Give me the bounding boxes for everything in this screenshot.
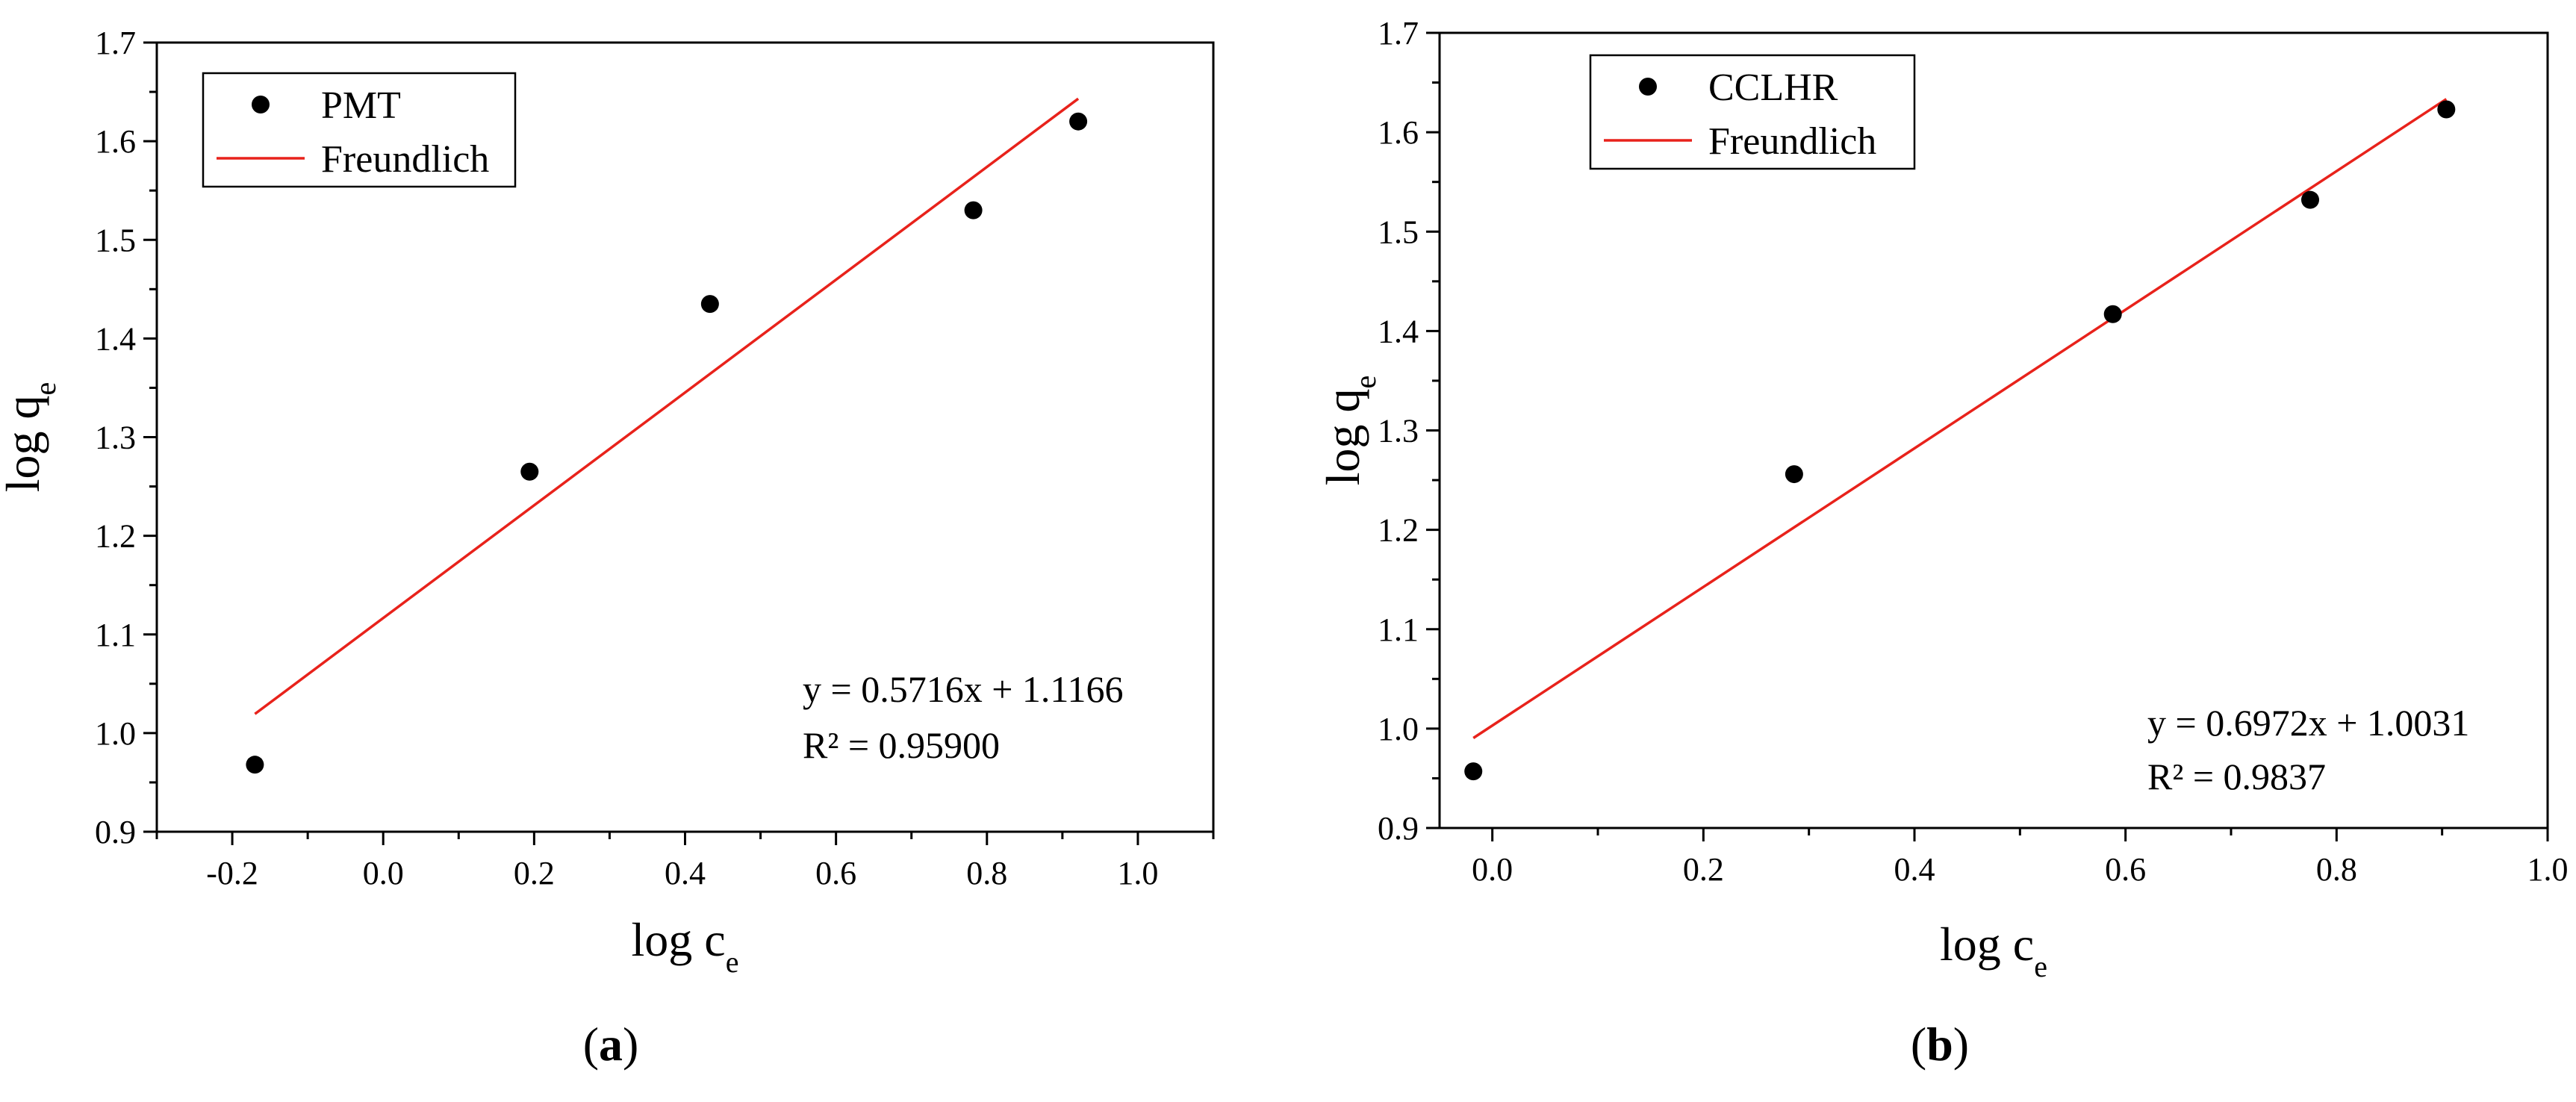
legend-marker bbox=[252, 96, 270, 113]
x-tick-label: 1.0 bbox=[1117, 855, 1158, 891]
legend-box bbox=[1589, 54, 1916, 170]
y-tick-label: 1.6 bbox=[95, 123, 136, 160]
fit-annotation: R² = 0.9837 bbox=[2147, 756, 2326, 797]
y-tick-label: 1.7 bbox=[95, 25, 136, 61]
fit-line bbox=[254, 97, 1080, 715]
x-tick-label: 0.0 bbox=[363, 855, 404, 891]
y-axis-title: log qe bbox=[1316, 376, 1382, 486]
x-tick-label: 0.2 bbox=[1683, 851, 1724, 888]
panel-label: (b) bbox=[1911, 1018, 1969, 1071]
y-tick-label: 1.5 bbox=[1378, 214, 1419, 250]
fit-line bbox=[1472, 98, 2448, 739]
legend-marker bbox=[1639, 78, 1657, 96]
data-point bbox=[1069, 112, 1088, 131]
data-point bbox=[520, 462, 539, 481]
fit-annotation: y = 0.5716x + 1.1166 bbox=[803, 668, 1124, 710]
x-tick-label: 0.0 bbox=[1472, 851, 1513, 888]
y-tick-label: 1.6 bbox=[1378, 114, 1419, 151]
x-axis-title-subscript: e bbox=[2034, 950, 2047, 983]
y-tick-label: 1.1 bbox=[95, 617, 136, 653]
x-axis-title: log ce bbox=[632, 913, 739, 979]
fit-annotation: y = 0.6972x + 1.0031 bbox=[2147, 702, 2469, 744]
y-axis-title-subscript: e bbox=[28, 382, 62, 396]
data-point bbox=[964, 201, 983, 220]
legend-label: Freundlich bbox=[1708, 120, 1876, 163]
x-tick-label: 0.6 bbox=[815, 855, 856, 891]
x-tick-label: 0.8 bbox=[966, 855, 1007, 891]
legend-label: PMT bbox=[321, 84, 401, 127]
x-axis-title: log ce bbox=[1940, 918, 2047, 983]
y-tick-label: 1.3 bbox=[1378, 413, 1419, 449]
y-tick-label: 1.5 bbox=[95, 222, 136, 258]
data-point bbox=[2103, 305, 2122, 323]
y-tick-label: 1.4 bbox=[1378, 313, 1419, 349]
y-axis-title: log qe bbox=[0, 382, 62, 493]
y-tick-label: 1.0 bbox=[95, 715, 136, 752]
panel-label: (a) bbox=[583, 1018, 639, 1071]
legend-label: Freundlich bbox=[321, 138, 489, 181]
data-point bbox=[700, 295, 719, 314]
data-point bbox=[1464, 762, 1483, 781]
data-point bbox=[246, 756, 264, 774]
legend-box bbox=[202, 72, 517, 188]
y-tick-label: 1.2 bbox=[95, 518, 136, 555]
data-point bbox=[2301, 190, 2319, 209]
x-tick-label: -0.2 bbox=[206, 855, 258, 891]
fit-annotation: R² = 0.95900 bbox=[803, 724, 1000, 766]
y-axis-title-subscript: e bbox=[1348, 376, 1382, 389]
x-tick-label: 0.6 bbox=[2105, 851, 2146, 888]
y-tick-label: 1.2 bbox=[1378, 512, 1419, 549]
legend-label: CCLHR bbox=[1708, 66, 1838, 109]
y-tick-label: 1.7 bbox=[1378, 15, 1419, 52]
x-axis-title-subscript: e bbox=[726, 945, 739, 979]
x-tick-label: 0.4 bbox=[665, 855, 706, 891]
x-tick-label: 1.0 bbox=[2527, 851, 2569, 888]
x-tick-label: 0.8 bbox=[2316, 851, 2357, 888]
data-point bbox=[2437, 100, 2456, 119]
panel-letter: b bbox=[1926, 1018, 1953, 1071]
panel-letter: a bbox=[599, 1018, 623, 1071]
chart-panel-b: 0.0 0.2 0.4 0.6 0.8 1.0 0.9 1.0 1.1 1.2 1.3 1.4 1.5 1… bbox=[1316, 15, 2569, 1071]
data-point bbox=[1785, 465, 1803, 484]
x-tick-label: 0.4 bbox=[1894, 851, 1935, 888]
y-tick-label: 1.4 bbox=[95, 320, 136, 357]
y-tick-label: 0.9 bbox=[1378, 810, 1419, 847]
y-tick-label: 1.3 bbox=[95, 420, 136, 456]
x-tick-label: 0.2 bbox=[514, 855, 555, 891]
y-tick-label: 1.0 bbox=[1378, 711, 1419, 747]
y-tick-label: 1.1 bbox=[1378, 611, 1419, 648]
chart-panel-a: -0.2 0.0 0.2 0.4 0.6 0.8 1.0 0.9 1.0 1.1 1.2 1.3 1.4… bbox=[0, 25, 1215, 1071]
y-tick-label: 0.9 bbox=[95, 814, 136, 850]
